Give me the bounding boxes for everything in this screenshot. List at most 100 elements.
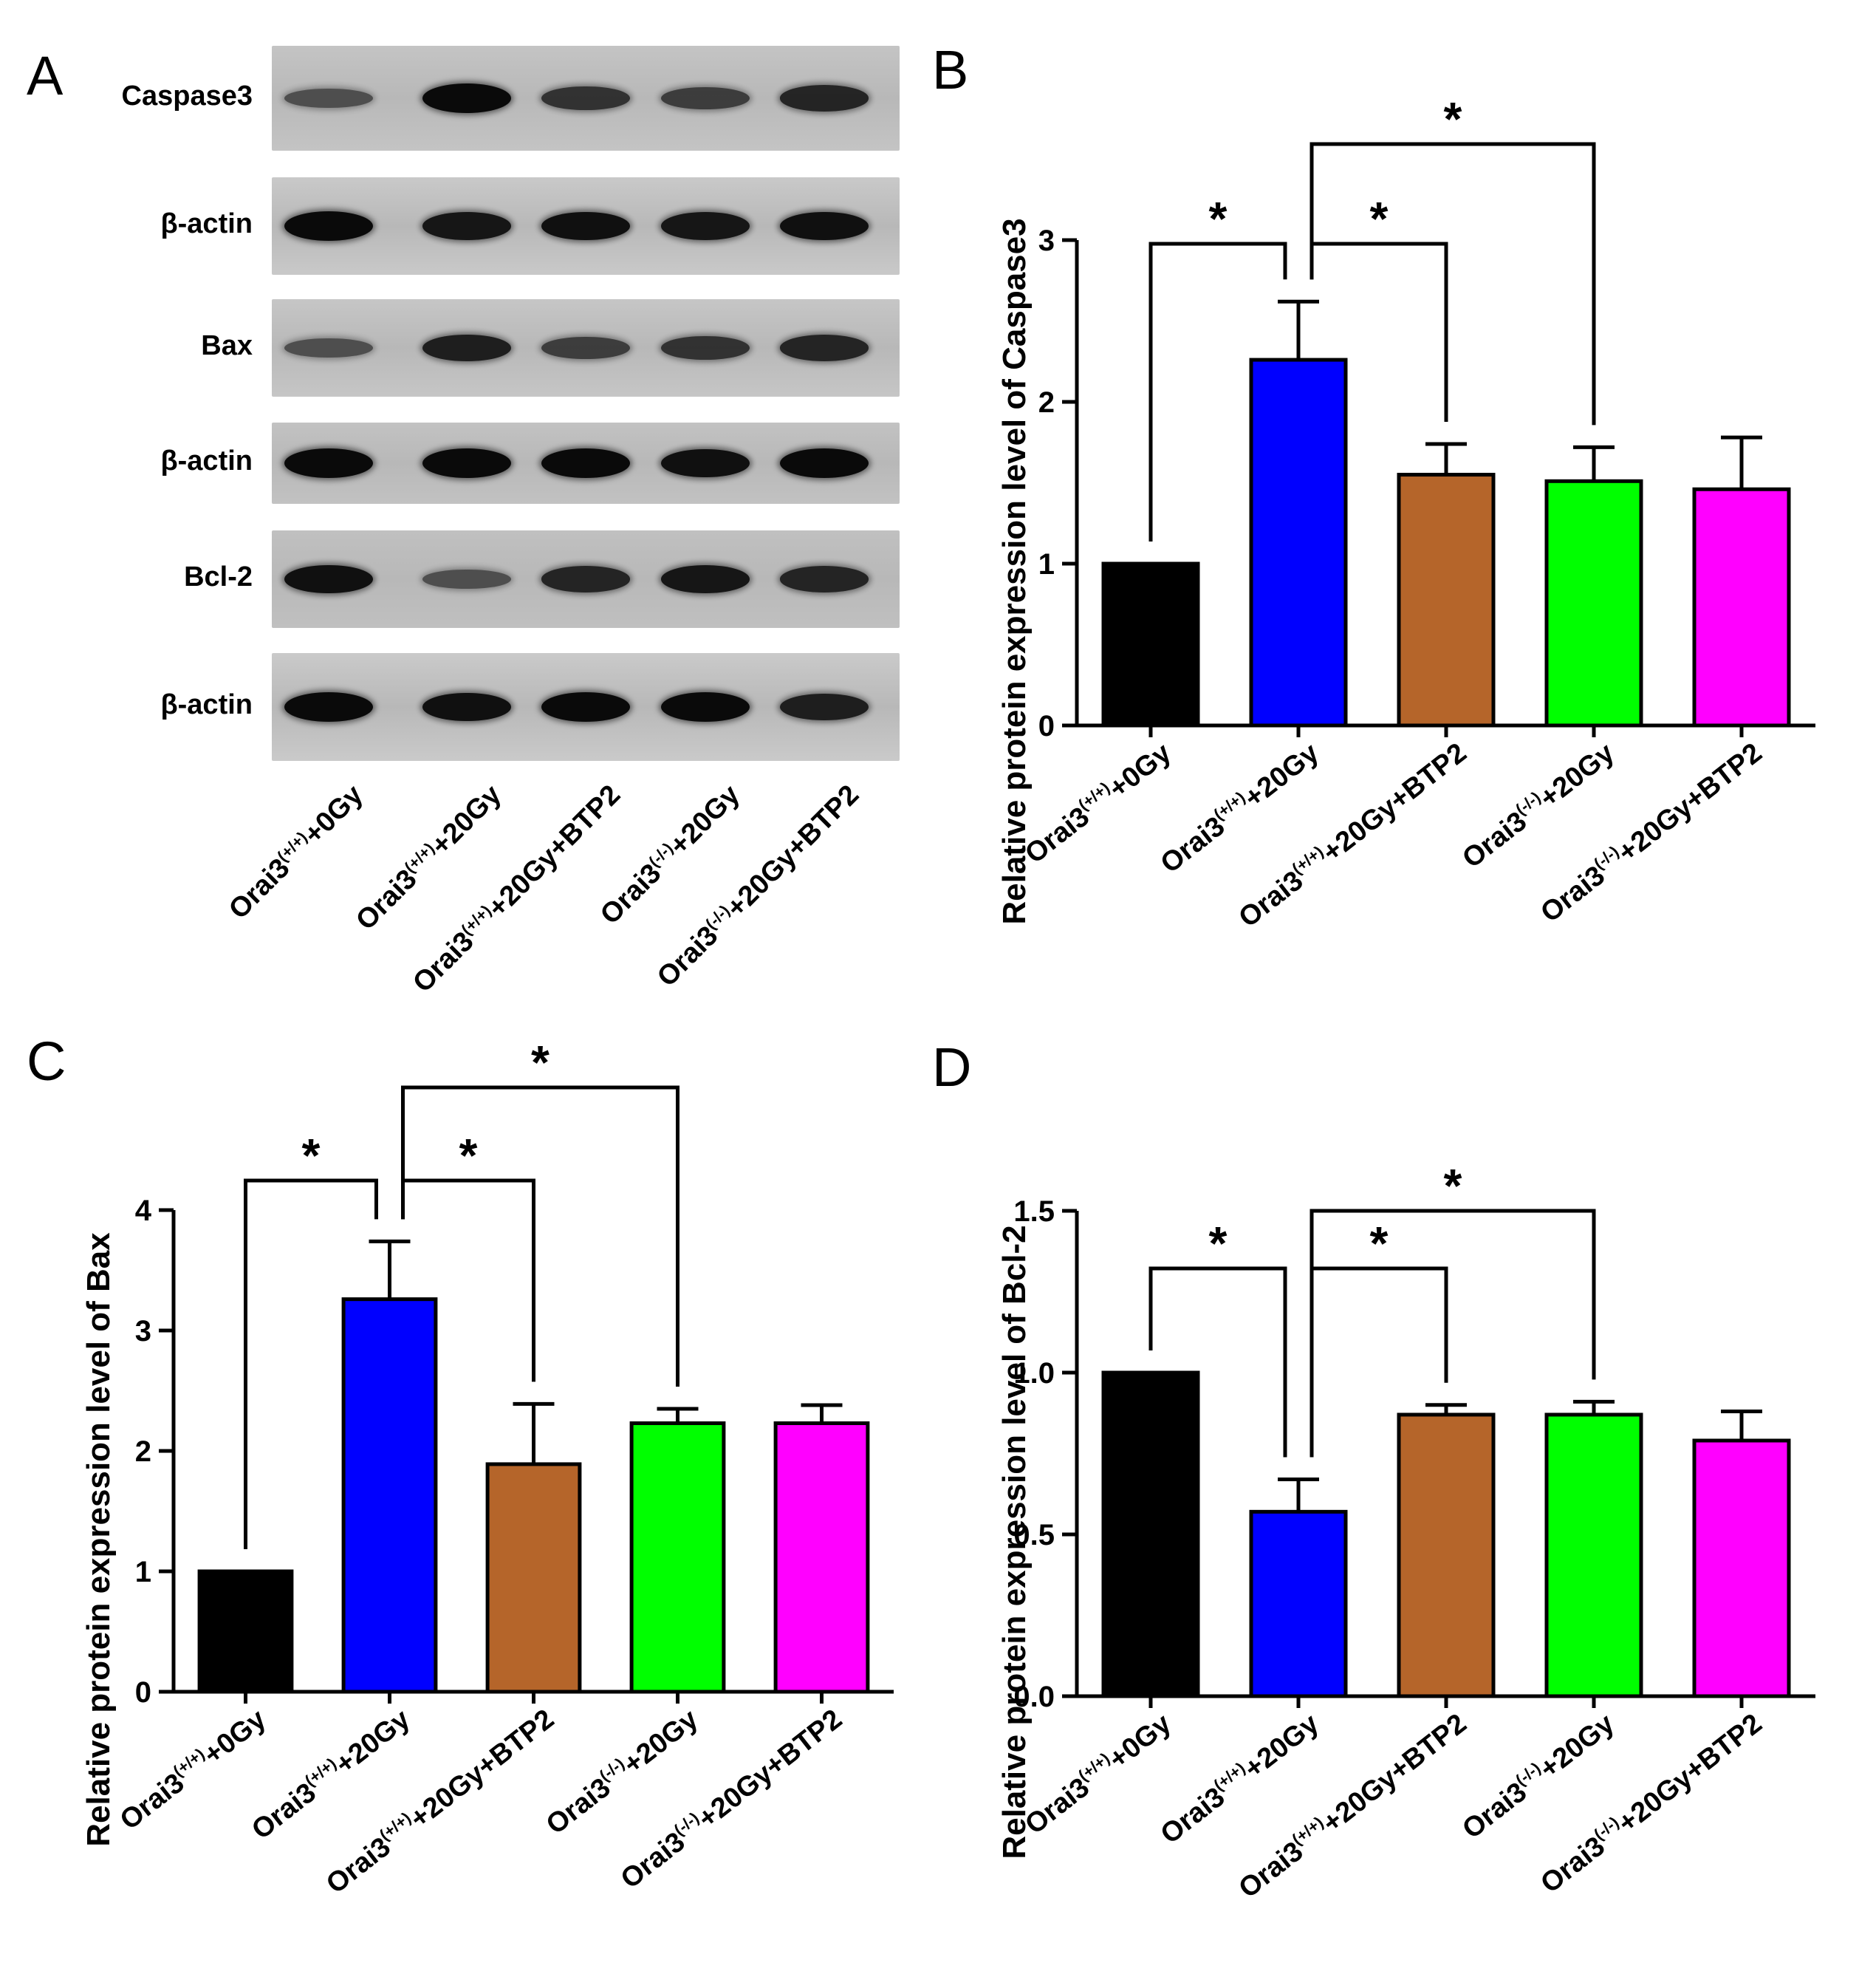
blot-band (780, 693, 869, 721)
bar (1544, 479, 1643, 728)
blot-band (541, 336, 630, 360)
significance-star: * (1370, 1217, 1389, 1270)
bar (197, 1569, 294, 1694)
blot-band (780, 85, 869, 112)
bar (1544, 1413, 1643, 1698)
significance-star: * (1209, 192, 1228, 245)
blot-band (284, 211, 373, 241)
y-tick-label: 1.5 (1013, 1195, 1055, 1228)
y-tick-label: 0.0 (1013, 1681, 1055, 1713)
x-tick-label: Orai3(+/+)+20Gy+BTP2 (1232, 1707, 1473, 1905)
significance-bracket (1148, 1266, 1287, 1458)
blot-strip (272, 530, 900, 628)
significance-bracket (1148, 242, 1287, 542)
bar (1397, 473, 1496, 728)
bar (1249, 1509, 1348, 1698)
bar (1692, 487, 1791, 728)
blot-band (422, 212, 511, 240)
x-tick-label: Orai3(+/+)+20Gy+BTP2 (319, 1702, 560, 1900)
blot-band (284, 88, 373, 109)
blot-strip (272, 653, 900, 761)
blot-row-label: Bcl-2 (184, 561, 253, 592)
x-tick-label: Orai3(+/+)+0Gy (1018, 1707, 1177, 1841)
bar (629, 1421, 726, 1694)
y-tick-label: 0 (135, 1676, 151, 1709)
significance-star: * (1370, 192, 1389, 245)
bar (1397, 1413, 1496, 1698)
significance-star: * (1209, 1217, 1228, 1270)
bar (1692, 1438, 1791, 1698)
panel-letter-a: A (27, 45, 64, 106)
significance-star: * (302, 1129, 321, 1182)
blot-row-label: Bax (201, 330, 253, 361)
blot-band (284, 692, 373, 722)
blot-band (422, 83, 511, 113)
y-tick-label: 0 (1038, 710, 1055, 742)
x-tick-label: Orai3(+/+)+20Gy+BTP2 (1232, 736, 1473, 934)
blot-row-label: Caspase3 (121, 81, 253, 112)
y-axis-title: Relative protein expression level of Bax (81, 1232, 117, 1847)
significance-bracket (1309, 1209, 1596, 1458)
blot-band (284, 448, 373, 478)
blot-band (422, 692, 511, 722)
significance-bracket (401, 1085, 679, 1387)
bar (1249, 358, 1348, 728)
y-axis-title: Relative protein expression level of Bcl… (996, 1225, 1033, 1859)
blot-band (284, 564, 373, 594)
y-tick-label: 1 (135, 1556, 151, 1588)
blot-band (541, 566, 630, 592)
lane-label: Orai3(-/-)+20Gy+BTP2 (651, 779, 866, 993)
blot-band (780, 335, 869, 361)
blot-band (660, 335, 750, 361)
blot-band (780, 211, 869, 241)
significance-bracket (244, 1178, 378, 1549)
y-tick-label: 2 (1038, 386, 1055, 419)
blot-band (541, 692, 630, 722)
x-tick-label: Orai3(+/+)+0Gy (113, 1702, 272, 1837)
blot-band (660, 448, 750, 478)
bar (1101, 561, 1200, 728)
blot-band (422, 448, 511, 478)
significance-star: * (1444, 92, 1462, 146)
lane-label: Orai3(+/+)+0Gy (222, 779, 369, 926)
blot-band (541, 211, 630, 241)
panel-letter-b: B (932, 39, 969, 100)
bar (1101, 1370, 1200, 1698)
y-tick-label: 3 (1038, 225, 1055, 257)
blot-strip (272, 423, 900, 504)
y-tick-label: 1.0 (1013, 1357, 1055, 1390)
blot-band (422, 569, 511, 590)
bax-bar-chart: 0 1 2 3 4 Relative protein expression level o… (81, 1036, 894, 1900)
blot-band (541, 86, 630, 111)
x-tick-label: Orai3(+/+)+0Gy (1018, 736, 1177, 870)
y-tick-label: 1 (1038, 548, 1055, 581)
significance-star: * (459, 1129, 478, 1182)
bar (485, 1462, 582, 1694)
significance-star: * (531, 1036, 550, 1089)
blot-strip (272, 177, 900, 275)
blot-row-label: β-actin (160, 689, 253, 720)
panel-letter-d: D (932, 1036, 972, 1098)
bar (341, 1297, 438, 1694)
blot-band (284, 338, 373, 358)
blot-band (660, 565, 750, 593)
y-axis-title: Relative protein expression level of Cas… (996, 218, 1033, 924)
blot-strip (272, 299, 900, 397)
y-tick-label: 0.5 (1013, 1519, 1055, 1551)
y-tick-label: 3 (135, 1315, 151, 1347)
bar (773, 1421, 870, 1694)
blot-row-label: β-actin (160, 208, 253, 239)
blot-row-label: β-actin (160, 445, 253, 476)
blot-band (422, 334, 511, 362)
blot-band (660, 86, 750, 110)
blot-strip (272, 46, 900, 151)
panel-letter-c: C (27, 1031, 66, 1092)
significance-star: * (1444, 1159, 1462, 1212)
blot-band (660, 212, 750, 240)
blot-band (780, 566, 869, 592)
blot-band (780, 448, 869, 478)
lane-label: Orai3(+/+)+20Gy+BTP2 (407, 779, 627, 999)
y-tick-label: 4 (135, 1195, 152, 1227)
